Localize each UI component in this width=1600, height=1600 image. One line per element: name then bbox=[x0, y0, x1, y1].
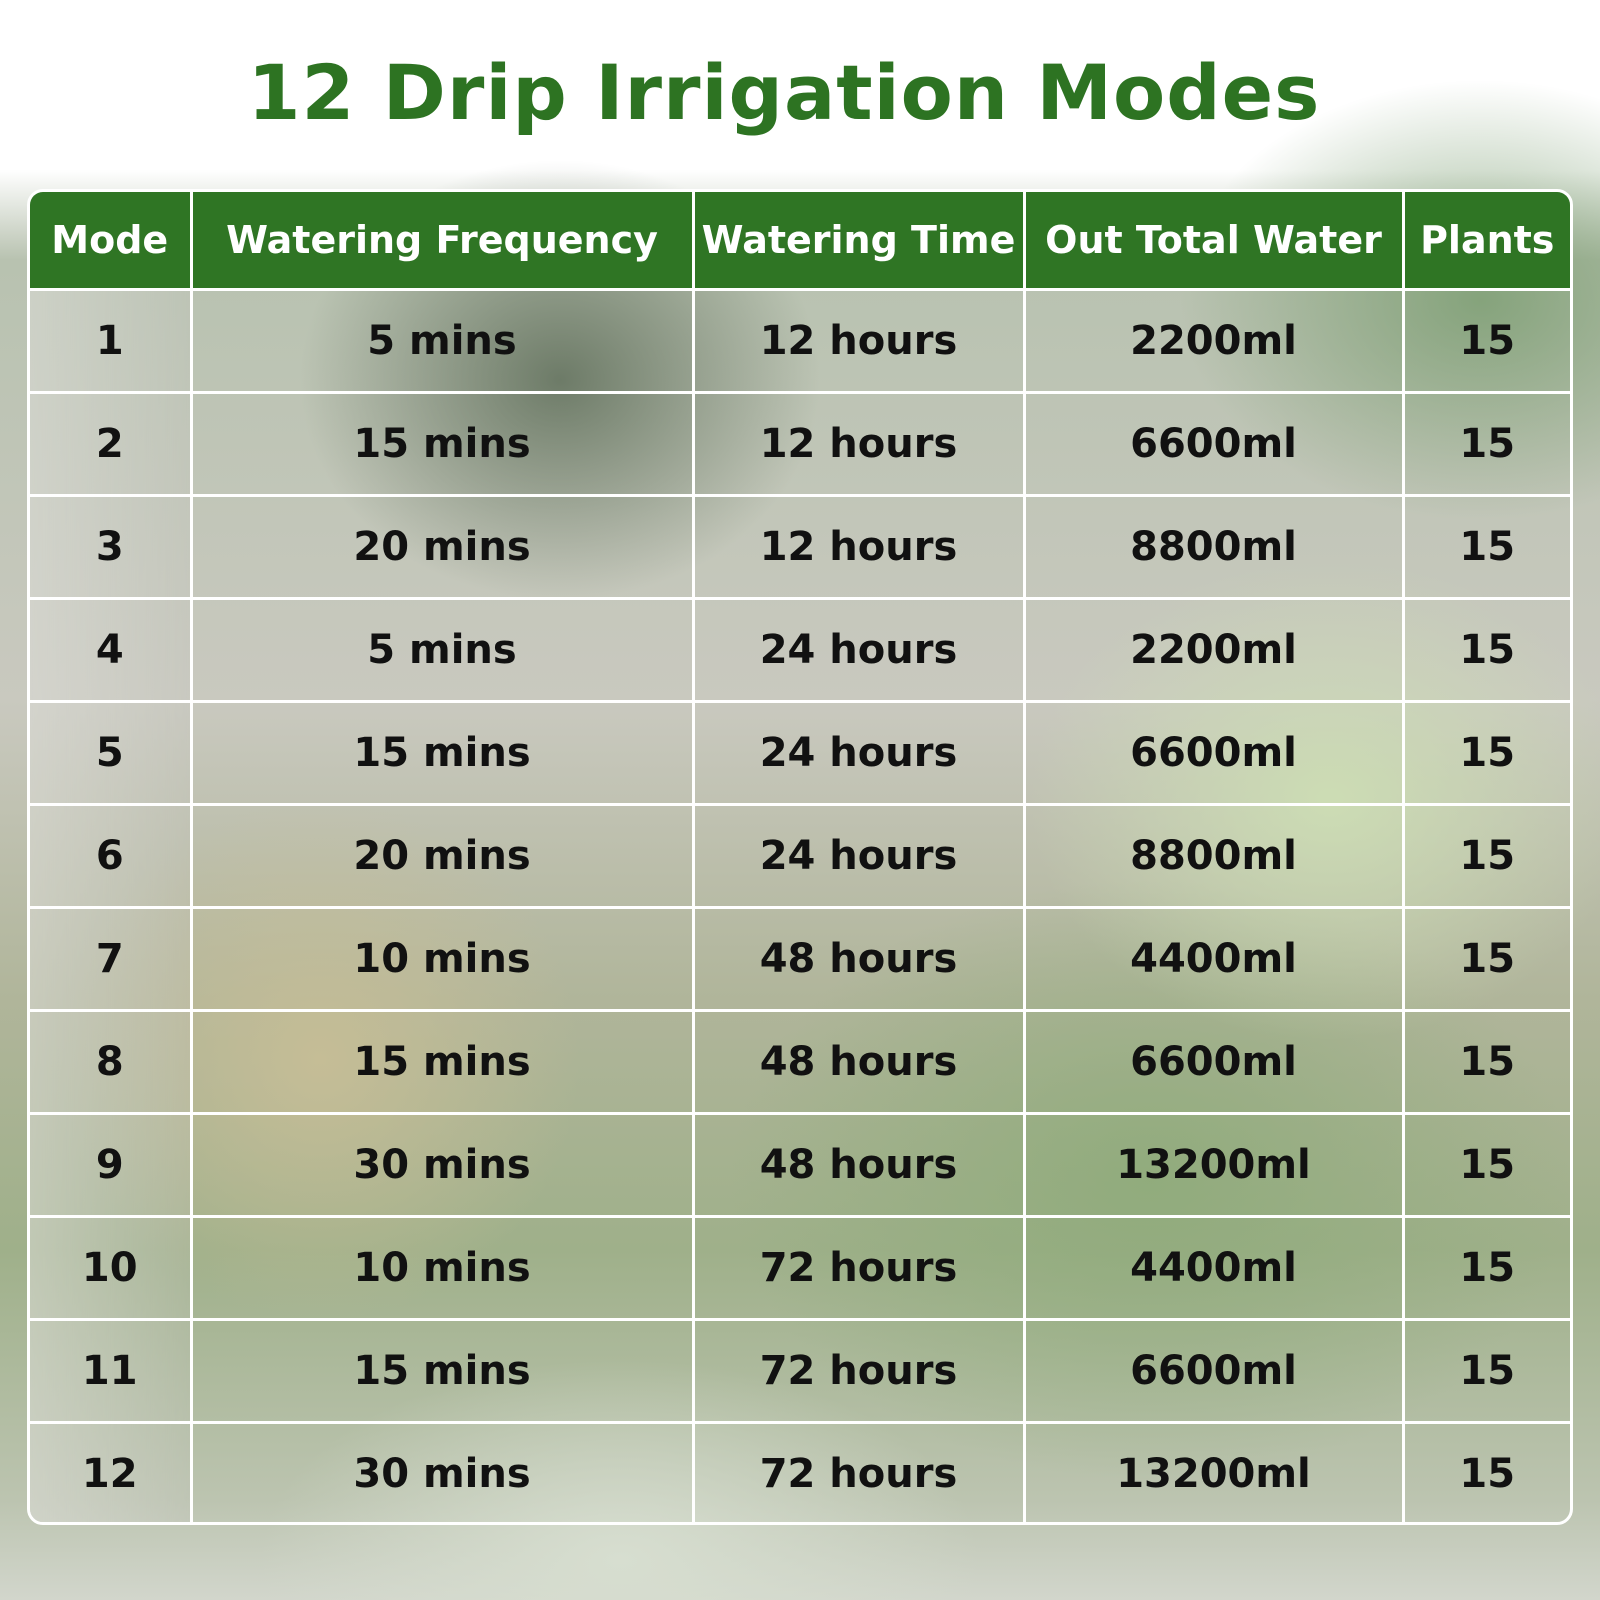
header-row: Mode Watering Frequency Watering Time Ou… bbox=[30, 192, 1570, 291]
header-watering-frequency: Watering Frequency bbox=[191, 192, 695, 291]
out-total-water-cell: 8800ml bbox=[1024, 495, 1405, 600]
watering-frequency-cell: 30 mins bbox=[191, 1422, 695, 1522]
plants-cell: 15 bbox=[1403, 392, 1570, 497]
watering-frequency-cell: 5 mins bbox=[191, 598, 695, 703]
header-watering-time: Watering Time bbox=[693, 192, 1026, 291]
table-row: 3 20 mins 12 hours 8800ml 15 bbox=[30, 495, 1570, 600]
watering-frequency-cell: 10 mins bbox=[191, 1216, 695, 1321]
watering-time-cell: 48 hours bbox=[693, 907, 1026, 1012]
mode-cell: 1 bbox=[30, 289, 193, 394]
watering-frequency-cell: 20 mins bbox=[191, 495, 695, 600]
plants-cell: 15 bbox=[1403, 701, 1570, 806]
watering-time-cell: 24 hours bbox=[693, 598, 1026, 703]
watering-time-cell: 12 hours bbox=[693, 289, 1026, 394]
out-total-water-cell: 13200ml bbox=[1024, 1113, 1405, 1218]
mode-cell: 6 bbox=[30, 804, 193, 909]
mode-cell: 10 bbox=[30, 1216, 193, 1321]
table-row: 2 15 mins 12 hours 6600ml 15 bbox=[30, 392, 1570, 497]
out-total-water-cell: 2200ml bbox=[1024, 598, 1405, 703]
watering-time-cell: 72 hours bbox=[693, 1216, 1026, 1321]
mode-cell: 2 bbox=[30, 392, 193, 497]
watering-time-cell: 12 hours bbox=[693, 495, 1026, 600]
out-total-water-cell: 6600ml bbox=[1024, 1319, 1405, 1424]
watering-time-cell: 24 hours bbox=[693, 804, 1026, 909]
plants-cell: 15 bbox=[1403, 1010, 1570, 1115]
plants-cell: 15 bbox=[1403, 804, 1570, 909]
table-row: 12 30 mins 72 hours 13200ml 15 bbox=[30, 1422, 1570, 1522]
plants-cell: 15 bbox=[1403, 495, 1570, 600]
header-mode: Mode bbox=[30, 192, 193, 291]
out-total-water-cell: 2200ml bbox=[1024, 289, 1405, 394]
out-total-water-cell: 4400ml bbox=[1024, 907, 1405, 1012]
out-total-water-cell: 6600ml bbox=[1024, 1010, 1405, 1115]
table-row: 5 15 mins 24 hours 6600ml 15 bbox=[30, 701, 1570, 806]
mode-cell: 12 bbox=[30, 1422, 193, 1522]
plants-cell: 15 bbox=[1403, 1216, 1570, 1321]
table-row: 11 15 mins 72 hours 6600ml 15 bbox=[30, 1319, 1570, 1424]
plants-cell: 15 bbox=[1403, 289, 1570, 394]
page-title: 12 Drip Irrigation Modes bbox=[247, 48, 1321, 137]
plants-cell: 15 bbox=[1403, 907, 1570, 1012]
mode-cell: 5 bbox=[30, 701, 193, 806]
watering-time-cell: 72 hours bbox=[693, 1319, 1026, 1424]
modes-table: Mode Watering Frequency Watering Time Ou… bbox=[30, 192, 1570, 1522]
watering-frequency-cell: 20 mins bbox=[191, 804, 695, 909]
table-row: 6 20 mins 24 hours 8800ml 15 bbox=[30, 804, 1570, 909]
plants-cell: 15 bbox=[1459, 1451, 1516, 1497]
watering-time-cell: 72 hours bbox=[693, 1422, 1026, 1522]
header-out-total-water: Out Total Water bbox=[1024, 192, 1405, 291]
mode-cell: 11 bbox=[30, 1319, 193, 1424]
out-total-water-cell: 13200ml bbox=[1024, 1422, 1405, 1522]
watering-frequency-cell: 15 mins bbox=[191, 701, 695, 806]
watering-time-cell: 24 hours bbox=[693, 701, 1026, 806]
watering-frequency-cell: 5 mins bbox=[191, 289, 695, 394]
mode-cell: 9 bbox=[30, 1113, 193, 1218]
irrigation-modes-table: Mode Watering Frequency Watering Time Ou… bbox=[27, 189, 1573, 1525]
watering-frequency-cell: 15 mins bbox=[191, 1010, 695, 1115]
watering-frequency-cell: 30 mins bbox=[191, 1113, 695, 1218]
watering-time-cell: 48 hours bbox=[693, 1010, 1026, 1115]
watering-frequency-cell: 15 mins bbox=[191, 1319, 695, 1424]
watering-time-cell: 12 hours bbox=[693, 392, 1026, 497]
plants-cell: 15 bbox=[1403, 1113, 1570, 1218]
header-plants: Plants bbox=[1403, 192, 1570, 291]
table-row: 8 15 mins 48 hours 6600ml 15 bbox=[30, 1010, 1570, 1115]
out-total-water-cell: 6600ml bbox=[1024, 392, 1405, 497]
plants-cell: 15 bbox=[1403, 598, 1570, 703]
mode-cell: 8 bbox=[30, 1010, 193, 1115]
table-row: 7 10 mins 48 hours 4400ml 15 bbox=[30, 907, 1570, 1012]
table-row: 10 10 mins 72 hours 4400ml 15 bbox=[30, 1216, 1570, 1321]
mode-cell: 4 bbox=[30, 598, 193, 703]
watering-time-cell: 48 hours bbox=[693, 1113, 1026, 1218]
watering-frequency-cell: 15 mins bbox=[191, 392, 695, 497]
table-row: 9 30 mins 48 hours 13200ml 15 bbox=[30, 1113, 1570, 1218]
plants-cell: 15 bbox=[1403, 1319, 1570, 1424]
watering-frequency-cell: 10 mins bbox=[191, 907, 695, 1012]
mode-cell: 3 bbox=[30, 495, 193, 600]
out-total-water-cell: 4400ml bbox=[1024, 1216, 1405, 1321]
out-total-water-cell: 8800ml bbox=[1024, 804, 1405, 909]
out-total-water-cell: 6600ml bbox=[1024, 701, 1405, 806]
mode-cell: 7 bbox=[30, 907, 193, 1012]
